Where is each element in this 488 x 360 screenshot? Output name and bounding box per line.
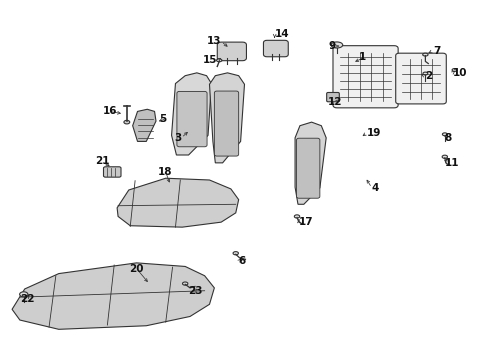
Ellipse shape bbox=[442, 133, 447, 136]
FancyBboxPatch shape bbox=[395, 53, 446, 104]
Text: 14: 14 bbox=[274, 29, 289, 39]
Text: 10: 10 bbox=[452, 68, 466, 78]
FancyBboxPatch shape bbox=[177, 91, 206, 147]
Text: 19: 19 bbox=[366, 128, 381, 138]
Text: 22: 22 bbox=[20, 294, 34, 303]
FancyBboxPatch shape bbox=[214, 91, 238, 156]
FancyBboxPatch shape bbox=[103, 167, 121, 177]
Text: 9: 9 bbox=[327, 41, 335, 51]
Ellipse shape bbox=[123, 120, 129, 124]
FancyBboxPatch shape bbox=[263, 40, 287, 57]
Text: 1: 1 bbox=[358, 52, 365, 62]
Ellipse shape bbox=[422, 72, 427, 75]
Text: 13: 13 bbox=[206, 36, 221, 46]
Ellipse shape bbox=[216, 59, 222, 62]
Ellipse shape bbox=[330, 42, 342, 48]
Polygon shape bbox=[117, 178, 238, 227]
FancyBboxPatch shape bbox=[332, 46, 397, 108]
Text: 3: 3 bbox=[174, 133, 181, 143]
Polygon shape bbox=[209, 73, 244, 163]
Ellipse shape bbox=[441, 155, 447, 158]
Text: 20: 20 bbox=[128, 264, 143, 274]
Text: 18: 18 bbox=[158, 167, 172, 177]
FancyBboxPatch shape bbox=[296, 138, 319, 198]
Text: 5: 5 bbox=[159, 113, 166, 123]
Polygon shape bbox=[171, 73, 211, 155]
Text: 7: 7 bbox=[432, 46, 440, 56]
Ellipse shape bbox=[233, 252, 238, 255]
Polygon shape bbox=[294, 122, 325, 204]
Text: 17: 17 bbox=[298, 217, 313, 227]
Ellipse shape bbox=[422, 53, 427, 56]
Ellipse shape bbox=[294, 215, 299, 218]
Polygon shape bbox=[12, 263, 214, 329]
Ellipse shape bbox=[20, 292, 28, 297]
Text: 4: 4 bbox=[371, 183, 379, 193]
Text: 15: 15 bbox=[203, 55, 217, 65]
Text: 12: 12 bbox=[327, 97, 342, 107]
Text: 8: 8 bbox=[444, 133, 451, 143]
Text: 23: 23 bbox=[188, 287, 203, 296]
Text: 11: 11 bbox=[444, 158, 458, 168]
Ellipse shape bbox=[451, 68, 456, 71]
Text: 6: 6 bbox=[238, 256, 245, 266]
Text: 21: 21 bbox=[95, 157, 109, 166]
Ellipse shape bbox=[182, 282, 187, 285]
Polygon shape bbox=[132, 109, 156, 141]
FancyBboxPatch shape bbox=[326, 93, 339, 102]
Text: 2: 2 bbox=[425, 71, 432, 81]
Text: 16: 16 bbox=[102, 107, 117, 116]
FancyBboxPatch shape bbox=[217, 42, 246, 61]
